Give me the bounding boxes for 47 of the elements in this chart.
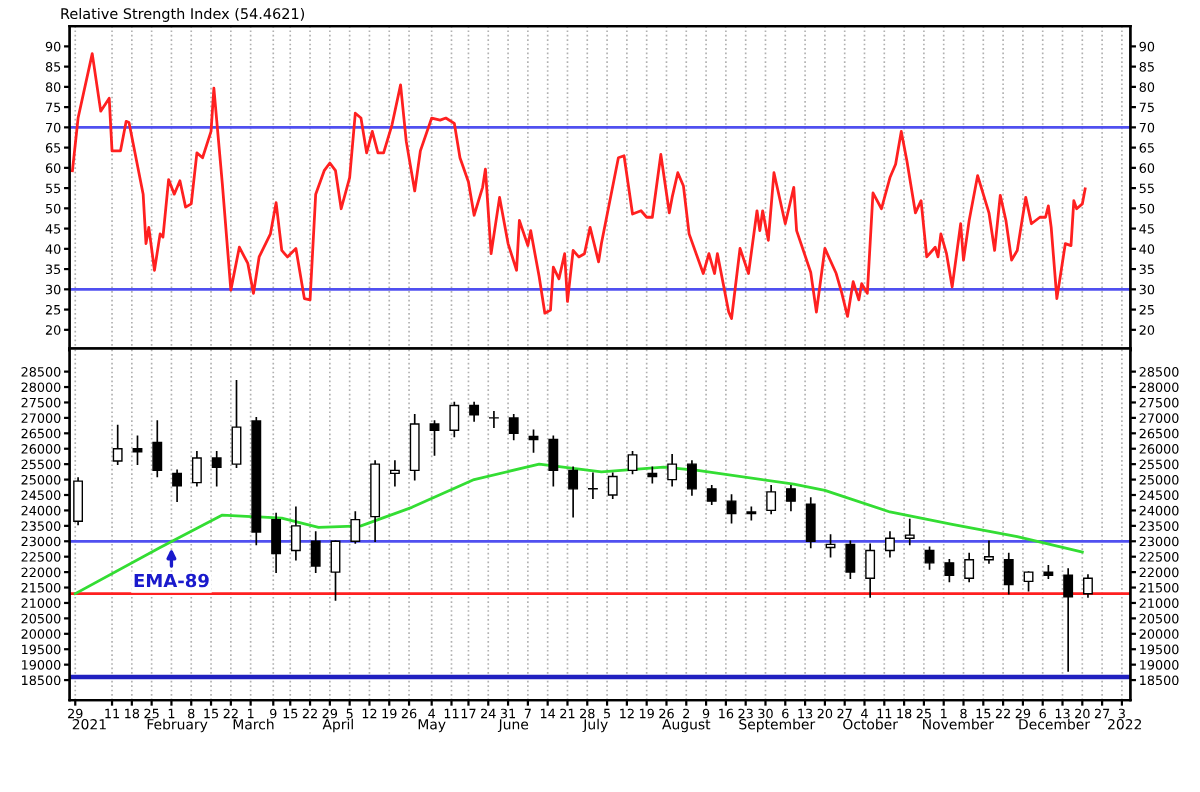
candlestick bbox=[1003, 552, 1014, 595]
candlestick bbox=[508, 413, 519, 441]
candlestick bbox=[350, 511, 361, 544]
candlestick bbox=[686, 460, 697, 496]
candlestick bbox=[290, 506, 301, 561]
candlestick bbox=[1083, 574, 1093, 598]
candlestick bbox=[172, 469, 183, 503]
candlestick bbox=[984, 540, 994, 564]
candlestick bbox=[1023, 571, 1034, 592]
candlestick bbox=[587, 472, 598, 499]
candlestick bbox=[409, 413, 420, 481]
line-series bbox=[73, 462, 1084, 596]
candlestick bbox=[488, 410, 499, 428]
candlestick bbox=[766, 484, 777, 515]
candlestick bbox=[231, 380, 242, 469]
candlestick bbox=[112, 424, 123, 465]
candlestick bbox=[924, 546, 935, 570]
candlestick bbox=[310, 531, 321, 573]
candlestick bbox=[726, 494, 737, 524]
candlestick bbox=[786, 484, 796, 512]
candlestick bbox=[330, 540, 341, 601]
candlestick bbox=[885, 531, 895, 558]
candlestick bbox=[449, 401, 460, 438]
candlestick bbox=[667, 454, 678, 487]
candlestick bbox=[647, 466, 658, 484]
candlestick bbox=[132, 435, 143, 465]
candlestick bbox=[607, 472, 618, 499]
candlestick bbox=[964, 552, 975, 583]
annotation: EMA-89 bbox=[134, 573, 209, 588]
candlestick bbox=[271, 512, 282, 573]
candlestick bbox=[706, 484, 717, 506]
candlestick bbox=[211, 450, 222, 487]
candlestick bbox=[1063, 568, 1074, 672]
candlestick bbox=[152, 420, 163, 478]
candlestick bbox=[944, 558, 955, 583]
candlestick bbox=[845, 540, 856, 580]
candlestick bbox=[805, 497, 816, 549]
candlestick bbox=[469, 401, 480, 422]
candlestick bbox=[568, 466, 579, 518]
line-series bbox=[71, 52, 1087, 320]
candlestick bbox=[627, 450, 638, 475]
candlestick bbox=[865, 543, 876, 598]
candlestick bbox=[191, 450, 202, 487]
candlestick bbox=[904, 518, 915, 546]
candlestick bbox=[548, 435, 559, 487]
candlestick bbox=[389, 460, 400, 487]
candlestick bbox=[429, 420, 440, 456]
